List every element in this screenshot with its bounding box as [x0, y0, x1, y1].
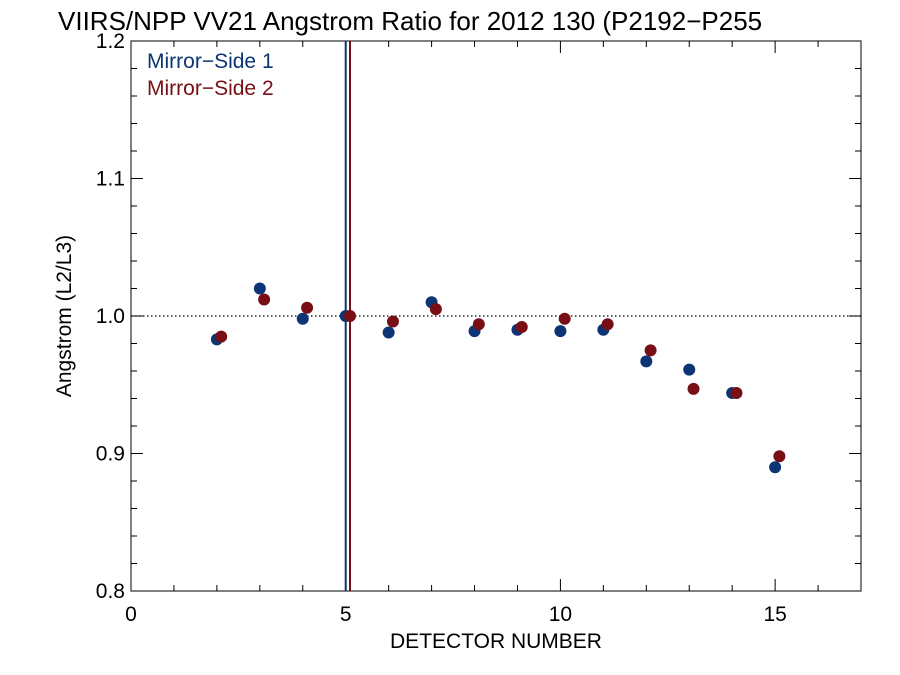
data-point: [301, 301, 314, 314]
data-point: [344, 310, 356, 322]
y-tick-label: 0.8: [96, 580, 125, 603]
x-tick-label: 10: [549, 603, 572, 626]
y-axis-label: Angstrom (L2/L3): [53, 235, 76, 397]
chart-title: VIIRS/NPP VV21 Angstrom Ratio for 2012 1…: [58, 6, 762, 36]
data-point: [386, 315, 399, 328]
plot-area: [130, 40, 862, 592]
x-tick-label: 0: [125, 603, 137, 626]
data-point: [687, 382, 700, 395]
data-points: [210, 282, 786, 474]
data-point: [382, 326, 395, 339]
legend-entry: Mirror−Side 1: [147, 50, 274, 73]
y-tick-label: 1.0: [96, 305, 125, 328]
data-point: [730, 387, 743, 399]
data-point: [640, 355, 653, 368]
data-point: [253, 282, 266, 295]
data-point: [472, 318, 485, 331]
data-point: [554, 325, 567, 338]
data-point: [296, 312, 309, 325]
y-tick-label: 1.1: [96, 168, 125, 191]
data-point: [773, 450, 786, 463]
legend: Mirror−Side 1 Mirror−Side 2: [147, 50, 274, 100]
legend-entry: Mirror−Side 2: [147, 77, 274, 100]
data-point: [258, 293, 271, 306]
data-point: [515, 321, 528, 333]
data-point: [215, 330, 228, 343]
data-point: [769, 461, 782, 474]
x-axis-label: DETECTOR NUMBER: [390, 630, 602, 653]
y-tick-label: 1.2: [96, 30, 125, 53]
data-point: [683, 363, 696, 376]
x-tick-label: 5: [340, 603, 352, 626]
data-point: [644, 344, 657, 357]
data-point: [429, 303, 442, 316]
x-tick-label: 15: [763, 603, 786, 626]
y-tick-label: 0.9: [96, 443, 125, 466]
data-point: [558, 312, 571, 325]
data-point: [601, 318, 614, 331]
